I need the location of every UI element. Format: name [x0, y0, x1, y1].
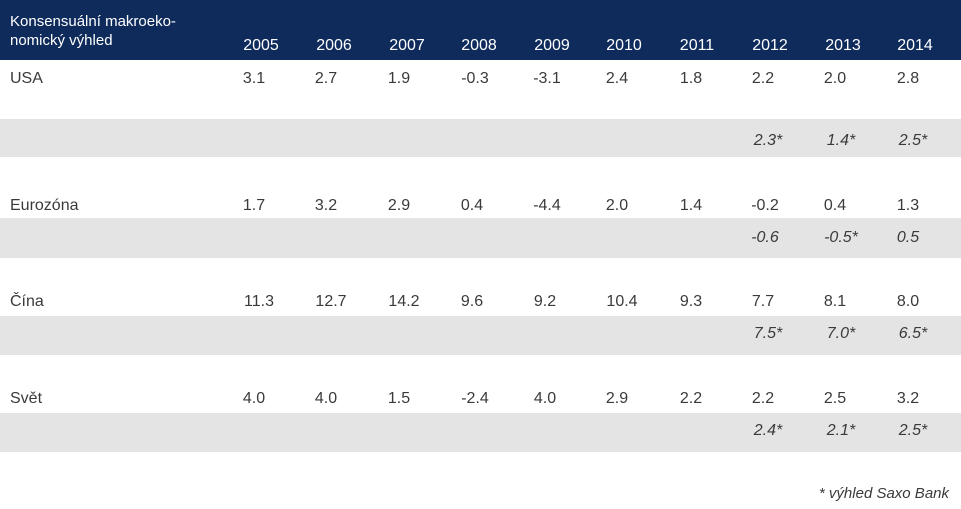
table-cell: 2.8 [896, 70, 920, 87]
forecast-cell: -0.5* [824, 229, 858, 246]
table-cell: 3.2 [896, 390, 920, 407]
row-label-eurozone: Eurozóna [10, 197, 79, 214]
table-cell: 2.7 [314, 70, 338, 87]
row-label-world: Svět [10, 390, 43, 407]
table-cell: 2.0 [605, 197, 629, 214]
table-cell: 2.0 [823, 70, 847, 87]
table-cell: 12.7 [315, 293, 347, 310]
forecast-cell: 7.0* [826, 325, 856, 342]
forecast-cell: 1.4* [826, 132, 856, 149]
table-cell: 7.7 [751, 293, 775, 310]
table-cell: 2.2 [751, 70, 775, 87]
table-cell: 8.1 [823, 293, 847, 310]
table-cell: 14.2 [388, 293, 420, 310]
year-header: 2011 [679, 37, 715, 54]
table-cell: -0.2 [751, 197, 779, 214]
table-cell: 8.0 [896, 293, 920, 310]
table-cell: 1.5 [387, 390, 411, 407]
table-cell: 4.0 [314, 390, 338, 407]
table-cell: 1.7 [242, 197, 266, 214]
row-label-china: Čína [10, 293, 44, 310]
forecast-cell: 2.5* [898, 132, 928, 149]
year-header: 2005 [243, 37, 279, 54]
table-cell: 0.4 [460, 197, 484, 214]
forecast-cell: 0.5 [896, 229, 920, 246]
forecast-band-eurozone [0, 218, 961, 258]
table-cell: 9.3 [679, 293, 703, 310]
table-cell: 0.4 [823, 197, 847, 214]
year-header: 2006 [316, 37, 352, 54]
forecast-cell: 2.4* [753, 422, 783, 439]
row-label-usa: USA [10, 70, 43, 87]
table-cell: 2.4 [605, 70, 629, 87]
table-cell: 4.0 [242, 390, 266, 407]
table-cell: 3.1 [242, 70, 266, 87]
footnote: * výhled Saxo Bank [818, 485, 949, 502]
forecast-cell: 6.5* [898, 325, 928, 342]
forecast-band-world [0, 413, 961, 452]
table-header: Konsensuální makroeko- nomický výhled 20… [0, 0, 961, 60]
forecast-cell: 2.1* [826, 422, 856, 439]
table-cell: 2.9 [387, 197, 411, 214]
forecast-cell: -0.6 [751, 229, 779, 246]
table-cell: 3.2 [314, 197, 338, 214]
year-header: 2014 [897, 37, 933, 54]
table-cell: -4.4 [533, 197, 561, 214]
table-cell: 4.0 [533, 390, 557, 407]
table-cell: 1.8 [679, 70, 703, 87]
forecast-band-usa [0, 119, 961, 157]
table-title-line-1: Konsensuální makroeko- [10, 13, 176, 30]
table-cell: 1.4 [679, 197, 703, 214]
year-header: 2007 [389, 37, 425, 54]
table-cell: -0.3 [461, 70, 489, 87]
table-title: Konsensuální makroeko- nomický výhled [10, 12, 210, 50]
table-cell: 2.9 [605, 390, 629, 407]
table-cell: 9.6 [460, 293, 484, 310]
table-cell: 2.2 [679, 390, 703, 407]
forecast-cell: 2.3* [753, 132, 783, 149]
year-header: 2010 [606, 37, 642, 54]
forecast-cell: 7.5* [753, 325, 783, 342]
year-header: 2013 [825, 37, 861, 54]
table-cell: 2.2 [751, 390, 775, 407]
year-header: 2008 [461, 37, 497, 54]
table-cell: 11.3 [244, 293, 274, 310]
table-cell: 9.2 [533, 293, 557, 310]
forecast-band-china [0, 316, 961, 355]
table-cell: 2.5 [823, 390, 847, 407]
table-title-line-2: nomický výhled [10, 32, 113, 49]
year-header: 2012 [752, 37, 788, 54]
table-cell: 1.3 [896, 197, 920, 214]
year-header: 2009 [534, 37, 570, 54]
table-cell: -3.1 [533, 70, 561, 87]
table-cell: -2.4 [461, 390, 489, 407]
table-cell: 1.9 [387, 70, 411, 87]
forecast-cell: 2.5* [898, 422, 928, 439]
table-cell: 10.4 [606, 293, 638, 310]
